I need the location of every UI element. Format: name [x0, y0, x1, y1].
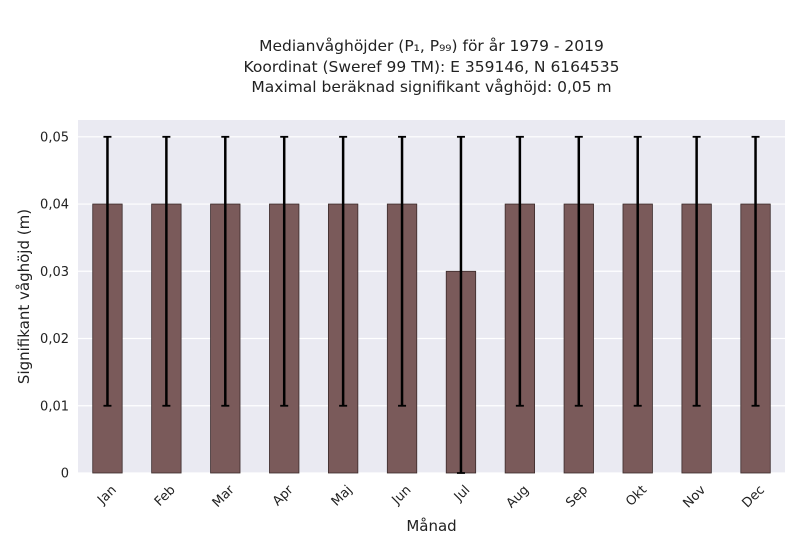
- x-tick-label: Jun: [389, 483, 415, 509]
- error-bars: [103, 135, 760, 474]
- y-axis-label: Signifikant våghöjd (m): [15, 209, 33, 384]
- x-tick-label: Jan: [94, 483, 119, 508]
- x-tick-label: Jul: [451, 483, 473, 505]
- y-tick-label: 0: [61, 467, 69, 482]
- y-tick-label: 0,03: [40, 265, 69, 280]
- grid-lines: [78, 136, 785, 474]
- y-tick-label: 0,02: [40, 332, 69, 347]
- y-tick-label: 0,01: [40, 399, 69, 414]
- x-tick-label: Dec: [739, 483, 767, 511]
- x-tick-label: Feb: [152, 483, 179, 510]
- x-tick-label: Sep: [563, 483, 591, 511]
- chart-title-line-3: Maximal beräknad signifikant våghöjd: 0,…: [251, 78, 612, 96]
- x-tick-label: Aug: [504, 483, 533, 512]
- x-tick-label: Nov: [680, 483, 709, 512]
- x-axis-label: Månad: [406, 517, 456, 535]
- x-tick-label: Apr: [270, 482, 297, 509]
- x-tick-label: Okt: [623, 483, 650, 510]
- y-tick-label: 0,04: [40, 198, 69, 213]
- chart-title: Medianvåghöjder (P₁, P₉₉) för år 1979 - …: [78, 36, 785, 98]
- chart-title-line-1: Medianvåghöjder (P₁, P₉₉) för år 1979 - …: [259, 37, 604, 55]
- y-axis-ticks: 0 0,01 0,02 0,03 0,04 0,05: [40, 130, 69, 481]
- x-tick-label: Mar: [210, 482, 238, 510]
- plot-area: [78, 120, 785, 473]
- x-axis-ticks: Jan Feb Mar Apr Maj Jun Jul Aug Sep Okt Nov Dec: [94, 482, 768, 511]
- chart-title-line-2: Koordinat (Sweref 99 TM): E 359146, N 61…: [243, 57, 620, 76]
- y-tick-label: 0,05: [40, 130, 69, 145]
- x-tick-label: Maj: [329, 483, 356, 510]
